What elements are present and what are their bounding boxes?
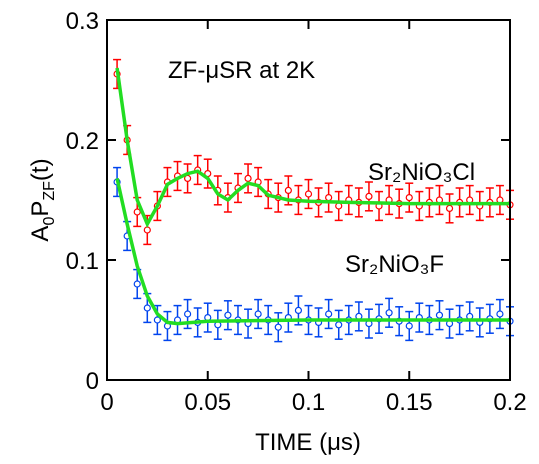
- data-point: [284, 186, 292, 194]
- fit-line: [115, 67, 510, 228]
- data-point: [325, 310, 333, 318]
- y-tick-label: 0: [86, 368, 99, 395]
- y-tick-label: 0.1: [66, 248, 99, 275]
- y-label-part: ZF: [41, 181, 58, 201]
- y-tick-label: 0.3: [66, 8, 99, 35]
- data-point: [365, 192, 373, 200]
- data-point: [304, 190, 313, 198]
- data-point: [143, 226, 151, 234]
- data-point: [335, 321, 343, 329]
- y-label-part: P: [27, 201, 54, 217]
- x-tick-label: 0.2: [493, 389, 526, 416]
- data-point: [294, 306, 303, 314]
- x-tick-label: 0.15: [386, 389, 433, 416]
- y-label-part: 0: [41, 217, 58, 226]
- x-tick-label: 0.05: [184, 389, 231, 416]
- data-point: [435, 311, 444, 319]
- data-point: [143, 304, 151, 312]
- data-point: [445, 204, 454, 212]
- fit-line: [115, 178, 510, 326]
- data-point: [385, 309, 393, 317]
- data-point: [184, 310, 192, 318]
- y-tick-label: 0.2: [66, 128, 99, 155]
- series-label: Sr₂NiO₃F: [345, 251, 444, 278]
- data-point: [325, 194, 333, 202]
- data-point: [153, 316, 161, 324]
- chart-title: ZF-μSR at 2K: [168, 57, 315, 84]
- data-point: [405, 322, 413, 330]
- x-tick-label: 0: [100, 389, 113, 416]
- x-axis-label: TIME (μs): [255, 429, 361, 456]
- y-label-part: A: [27, 226, 54, 242]
- series-label: Sr₂NiO₃Cl: [368, 159, 475, 186]
- data-point: [405, 194, 413, 202]
- x-tick-label: 0.1: [292, 389, 325, 416]
- data-point: [133, 208, 141, 216]
- data-point: [496, 310, 504, 318]
- y-axis-label: A0PZF(t): [27, 158, 58, 241]
- data-point: [224, 311, 232, 319]
- data-point: [254, 310, 262, 318]
- data-point: [274, 323, 282, 331]
- y-label-part: (t): [27, 158, 54, 181]
- data-point: [244, 174, 252, 182]
- data-point: [133, 280, 141, 288]
